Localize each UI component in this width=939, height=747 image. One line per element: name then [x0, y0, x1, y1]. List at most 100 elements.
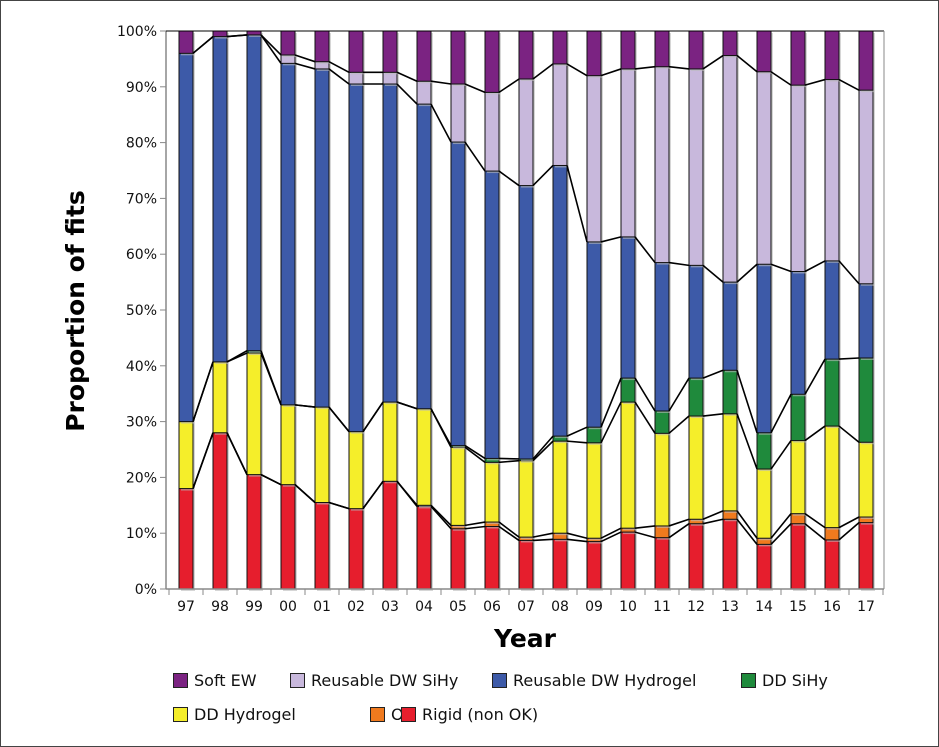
y-tick-label: 10%: [126, 526, 157, 542]
bar-segment-dd-sihy: [790, 393, 806, 442]
bar-segment-reusable-dw-hydrogel: [688, 264, 704, 379]
bar-segment-dd-sihy: [620, 377, 636, 403]
legend-label: Reusable DW SiHy: [311, 671, 459, 690]
bar-segment-rigid-non-ok: [586, 541, 602, 590]
bar-segment-rigid-non-ok: [518, 539, 534, 590]
bar-segment-soft-ew: [416, 30, 432, 82]
bar-segment-soft-ew: [654, 30, 670, 68]
bar-segment-rigid-non-ok: [858, 522, 874, 590]
bar-segment-rigid-non-ok: [178, 488, 194, 590]
legend-item: DD SiHy: [741, 671, 828, 690]
bar-segment-rigid-non-ok: [824, 539, 840, 590]
x-tick-label: 09: [585, 599, 603, 615]
legend-swatch: [290, 673, 305, 688]
bar-segment-soft-ew: [484, 30, 500, 93]
x-tick-label: 01: [313, 599, 331, 615]
bar-segment-soft-ew: [688, 30, 704, 70]
x-tick-label: 97: [177, 599, 195, 615]
bar-segment-dd-hydrogel: [382, 401, 398, 482]
bar-segment-reusable-dw-hydrogel: [620, 236, 636, 379]
x-tick-label: 11: [653, 599, 671, 615]
bar-segment-dd-hydrogel: [858, 441, 874, 518]
bar-shadow: [521, 460, 535, 463]
legend-item: Reusable DW Hydrogel: [492, 671, 696, 690]
bar-segment-reusable-dw-sihy: [824, 79, 840, 262]
bar-segment-soft-ew: [518, 30, 534, 80]
x-tick-label: 00: [279, 599, 297, 615]
bar-segment-rigid-non-ok: [314, 502, 330, 590]
series-connector-line: [192, 432, 860, 539]
bar-segment-dd-hydrogel: [246, 352, 262, 476]
bar-segment-reusable-dw-hydrogel: [824, 260, 840, 360]
bar-segment-soft-ew: [348, 30, 364, 73]
bar-segment-soft-ew: [824, 30, 840, 81]
bar-segment-dd-hydrogel: [688, 415, 704, 520]
bar-segment-reusable-dw-sihy: [688, 68, 704, 266]
bar-segment-reusable-dw-hydrogel: [246, 34, 262, 352]
bar-segment-reusable-dw-sihy: [586, 75, 602, 243]
bar-segment-rigid-non-ok: [552, 538, 568, 590]
bar-segment-reusable-dw-sihy: [552, 63, 568, 166]
legend-label: Rigid (non OK): [422, 705, 539, 724]
bar-segment-soft-ew: [858, 30, 874, 91]
legend-item: Reusable DW SiHy: [290, 671, 458, 690]
legend-label: Soft EW: [194, 671, 257, 690]
bar-segment-reusable-dw-hydrogel: [382, 83, 398, 403]
legend-swatch: [173, 673, 188, 688]
bar-segment-dd-hydrogel: [518, 460, 534, 538]
bar-segment-reusable-dw-sihy: [790, 84, 806, 272]
bar-segment-reusable-dw-hydrogel: [756, 263, 772, 434]
bar-segment-reusable-dw-hydrogel: [178, 52, 194, 423]
bar-segment-reusable-dw-hydrogel: [654, 262, 670, 412]
bar-segment-reusable-dw-hydrogel: [416, 103, 432, 410]
bar-segment-dd-hydrogel: [416, 408, 432, 506]
bar-segment-soft-ew: [620, 30, 636, 70]
x-tick-label: 14: [755, 599, 773, 615]
bar-segment-rigid-non-ok: [722, 518, 738, 590]
bar-segment-dd-hydrogel: [450, 446, 466, 526]
bar-segment-rigid-non-ok: [212, 432, 228, 590]
bar-segment-dd-hydrogel: [314, 406, 330, 504]
bar-segment-dd-sihy: [688, 377, 704, 417]
x-tick-label: 12: [687, 599, 705, 615]
bar-segment-soft-ew: [382, 30, 398, 73]
y-tick-label: 70%: [126, 191, 157, 207]
bar-segment-dd-sihy: [824, 358, 840, 427]
legend-label: DD SiHy: [762, 671, 828, 690]
x-tick-label: 98: [211, 599, 229, 615]
bar-segment-dd-hydrogel: [212, 361, 228, 434]
bar-segment-reusable-dw-sihy: [858, 89, 874, 285]
bar-segment-dd-hydrogel: [586, 442, 602, 539]
x-axis-title: Year: [493, 624, 557, 653]
bar-segment-dd-hydrogel: [790, 440, 806, 515]
x-tick-label: 03: [381, 599, 399, 615]
x-tick-label: 02: [347, 599, 365, 615]
y-tick-label: 40%: [126, 359, 157, 375]
bar-segment-soft-ew: [722, 30, 738, 57]
x-tick-label: 06: [483, 599, 501, 615]
bar-segment-reusable-dw-hydrogel: [314, 68, 330, 408]
bar-segment-dd-hydrogel: [722, 413, 738, 512]
legend-swatch: [401, 707, 416, 722]
legend-item: DD Hydrogel: [173, 705, 296, 724]
bar-segment-reusable-dw-hydrogel: [280, 62, 296, 406]
bar-segment-rigid-non-ok: [790, 523, 806, 590]
x-tick-label: 17: [857, 599, 875, 615]
legend-item: Soft EW: [173, 671, 257, 690]
bar-segment-soft-ew: [280, 30, 296, 56]
bar-segment-reusable-dw-hydrogel: [586, 241, 602, 428]
bar-segment-dd-hydrogel: [756, 468, 772, 539]
bar-segment-reusable-dw-sihy: [518, 78, 534, 187]
bar-segment-dd-hydrogel: [280, 404, 296, 486]
y-tick-label: 100%: [117, 24, 157, 40]
bar-segment-reusable-dw-sihy: [722, 55, 738, 283]
legend-item: Rigid (non OK): [401, 705, 538, 724]
bar-segment-soft-ew: [178, 30, 194, 54]
x-tick-label: 05: [449, 599, 467, 615]
bar-segment-rigid-non-ok: [756, 543, 772, 590]
bar-segment-reusable-dw-sihy: [620, 68, 636, 238]
x-tick-label: 04: [415, 599, 433, 615]
bar-segment-dd-sihy: [722, 369, 738, 415]
